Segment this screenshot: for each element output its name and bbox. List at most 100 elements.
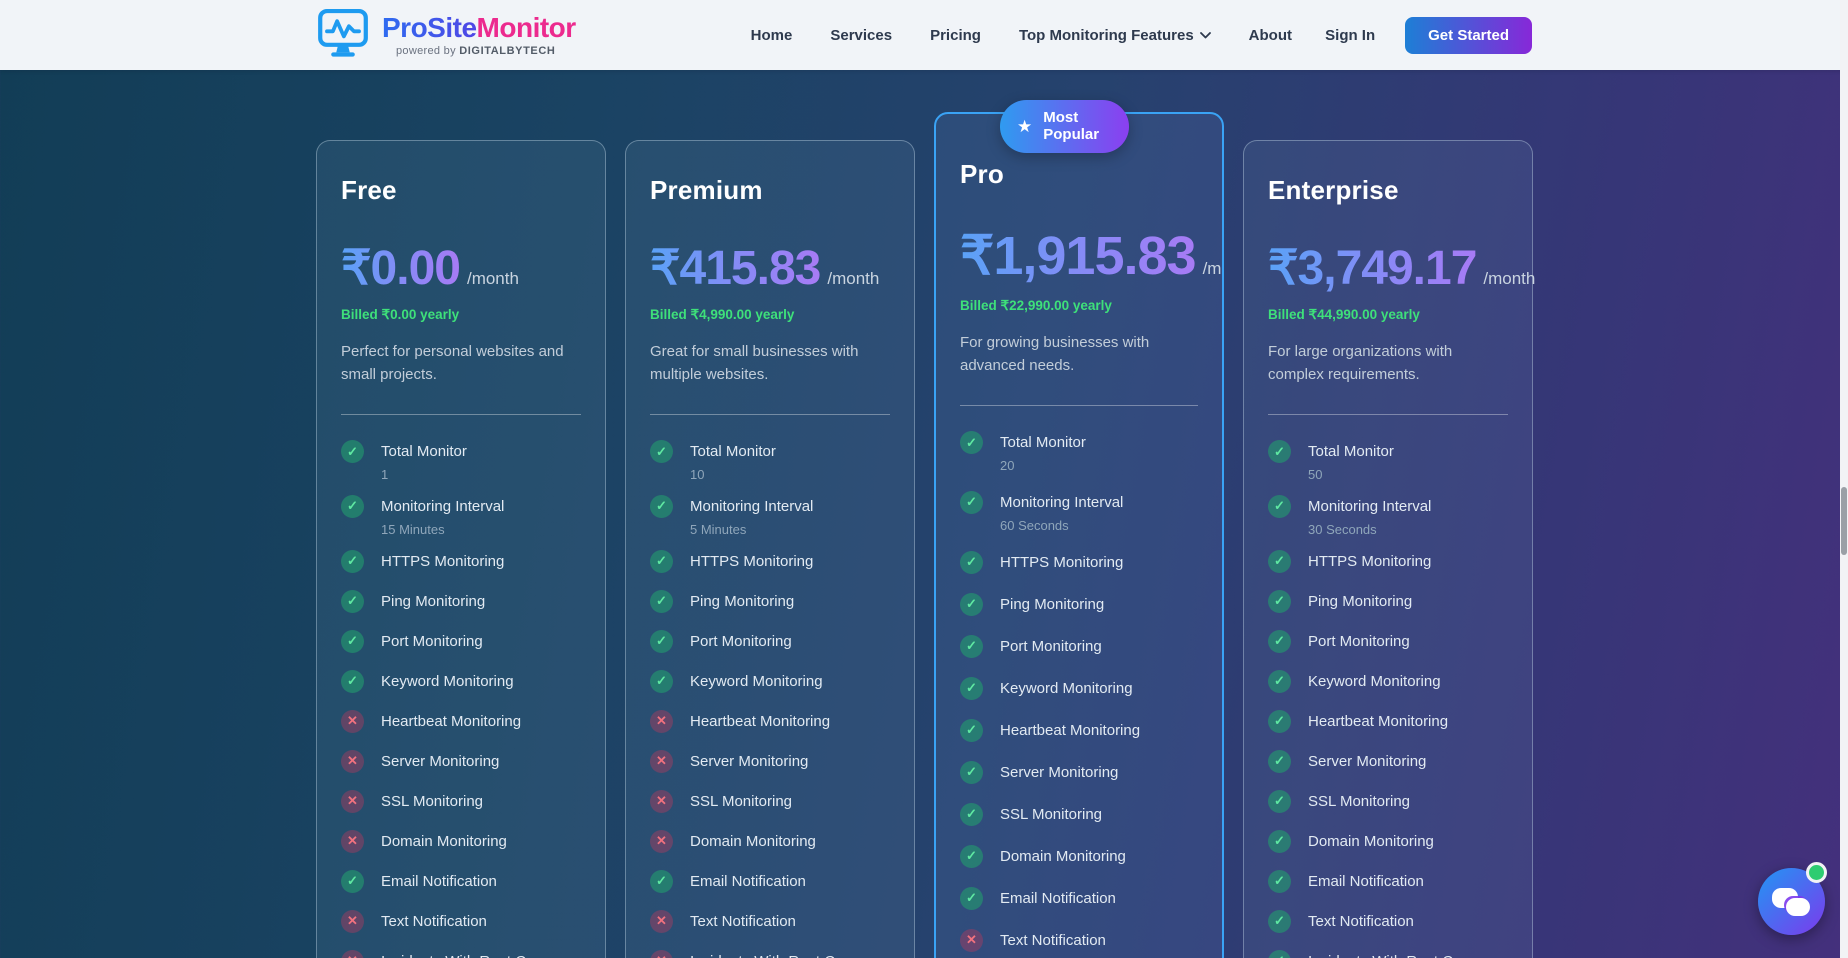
divider (1268, 414, 1508, 415)
plan-card-enterprise: Enterprise ₹3,749.17 /month Billed ₹44,9… (1243, 140, 1535, 958)
pricing-plans-section: Free ₹0.00 /month Billed ₹0.00 yearly Pe… (316, 70, 1535, 958)
feature-label: Domain Monitoring (1000, 847, 1126, 865)
feature-label: Text Notification (1308, 912, 1414, 930)
feature-label: Server Monitoring (690, 752, 809, 770)
feature-row: ✓ SSL Monitoring (1268, 789, 1508, 814)
feature-value: 10 (690, 466, 705, 482)
nav-item-services[interactable]: Services (830, 26, 893, 44)
feature-row: ✓ Total Monitor 10 (650, 440, 890, 482)
feature-label: Monitoring Interval (381, 497, 505, 515)
scrollbar-thumb[interactable] (1841, 487, 1847, 555)
plan-period: /month (1202, 259, 1222, 278)
plan-billed-yearly: Billed ₹0.00 yearly (341, 307, 460, 322)
feature-label: HTTPS Monitoring (381, 552, 505, 570)
feature-label: Text Notification (1000, 931, 1106, 949)
check-icon: ✓ (341, 629, 364, 653)
feature-label: Heartbeat Monitoring (1308, 712, 1449, 730)
feature-row: ✓ HTTPS Monitoring (341, 549, 581, 574)
check-icon: ✓ (650, 440, 673, 463)
scrollbar-track[interactable] (1840, 0, 1848, 958)
feature-row: ✓ HTTPS Monitoring (1268, 549, 1508, 574)
feature-row: ✓ Keyword Monitoring (650, 669, 890, 694)
check-icon: ✓ (1268, 549, 1291, 573)
nav-item-home[interactable]: Home (750, 26, 793, 44)
feature-label: Email Notification (690, 872, 806, 890)
feature-label: SSL Monitoring (690, 792, 792, 810)
check-icon: ✓ (1268, 709, 1291, 733)
sign-in-link[interactable]: Sign In (1325, 26, 1376, 44)
chat-bubbles-icon (1758, 868, 1825, 935)
feature-label: HTTPS Monitoring (1000, 553, 1124, 571)
feature-label: SSL Monitoring (381, 792, 483, 810)
feature-row: ✓ Email Notification (341, 869, 581, 894)
feature-label: Email Notification (1000, 889, 1116, 907)
get-started-button[interactable]: Get Started (1405, 16, 1532, 54)
feature-label: Email Notification (1308, 872, 1424, 890)
feature-label: Heartbeat Monitoring (1000, 721, 1141, 739)
feature-label: Port Monitoring (690, 632, 792, 650)
feature-row: ✓ Ping Monitoring (1268, 589, 1508, 614)
feature-label: Ping Monitoring (1000, 595, 1105, 613)
feature-label: Total Monitor (1308, 443, 1394, 460)
feature-list: ✓ Total Monitor 1 ✓ Monitoring Interval 15 Mi… (341, 440, 581, 958)
check-icon: ✓ (960, 592, 983, 616)
cross-icon: ✕ (341, 829, 364, 853)
cross-icon: ✕ (650, 709, 673, 733)
nav-item-top-monitoring-features[interactable]: Top Monitoring Features (1019, 27, 1211, 44)
feature-value: 20 (1000, 457, 1015, 473)
feature-label: Incidents With Root Cause (381, 951, 559, 958)
cross-icon: ✕ (650, 749, 673, 773)
feature-row: ✓ Port Monitoring (960, 634, 1198, 659)
check-icon: ✓ (960, 760, 983, 784)
feature-row: ✓ Keyword Monitoring (341, 669, 581, 694)
brand-logo[interactable]: ProSiteMonitor powered by DIGITALBYTECH (316, 7, 576, 64)
check-icon: ✓ (960, 490, 983, 514)
feature-value: 5 Minutes (690, 521, 747, 537)
feature-value: 1 (381, 466, 389, 482)
nav-item-pricing[interactable]: Pricing (930, 26, 981, 44)
nav-item-about[interactable]: About (1248, 26, 1292, 44)
check-icon: ✓ (650, 494, 673, 518)
feature-row: ✓ Port Monitoring (1268, 629, 1508, 654)
feature-row: ✓ Total Monitor 20 (960, 431, 1198, 473)
check-icon: ✓ (650, 869, 673, 893)
check-icon: ✓ (650, 589, 673, 613)
feature-label: Port Monitoring (1000, 637, 1102, 655)
feature-row: ✓ Incidents With Root Cause (1268, 949, 1508, 958)
plan-name: Enterprise (1268, 175, 1399, 205)
plan-price: ₹0.00 (341, 242, 461, 295)
feature-label: Incidents With Root Cause (1308, 951, 1486, 958)
check-icon: ✓ (341, 589, 364, 613)
feature-row: ✓ Email Notification (650, 869, 890, 894)
feature-value: 15 Minutes (381, 521, 445, 537)
feature-row: ✕ Text Notification (960, 928, 1198, 953)
cross-icon: ✕ (341, 709, 364, 733)
cross-icon: ✕ (650, 909, 673, 933)
check-icon: ✓ (1268, 909, 1291, 933)
cross-icon: ✕ (650, 789, 673, 813)
feature-row: ✕ Domain Monitoring (341, 829, 581, 854)
feature-value: 50 (1308, 466, 1323, 482)
feature-label: Ping Monitoring (381, 592, 486, 610)
plan-description: Perfect for personal websites and small … (341, 343, 564, 383)
plan-price: ₹415.83 (650, 242, 821, 295)
feature-row: ✓ Keyword Monitoring (960, 676, 1198, 701)
feature-label: Text Notification (690, 912, 796, 930)
feature-row: ✕ Heartbeat Monitoring (341, 709, 581, 734)
main-nav: Home Services Pricing Top Monitoring Fea… (751, 27, 1292, 44)
brand-tagline: powered by DIGITALBYTECH (396, 44, 556, 57)
feature-row: ✓ Monitoring Interval 15 Minutes (341, 494, 581, 537)
check-icon: ✓ (341, 669, 364, 693)
plan-name: Premium (650, 175, 763, 205)
plan-period: /month (466, 269, 519, 288)
feature-row: ✓ Domain Monitoring (1268, 829, 1508, 854)
plan-description: Great for small businesses with multiple… (650, 343, 859, 383)
divider (960, 405, 1198, 406)
feature-row: ✓ Server Monitoring (960, 760, 1198, 785)
check-icon: ✓ (960, 802, 983, 826)
feature-row: ✓ Keyword Monitoring (1268, 669, 1508, 694)
feature-row: ✕ Incidents With Root Cause (650, 949, 890, 958)
feature-row: ✓ Ping Monitoring (341, 589, 581, 614)
plan-billed-yearly: Billed ₹44,990.00 yearly (1268, 307, 1420, 322)
feature-label: SSL Monitoring (1308, 792, 1410, 810)
